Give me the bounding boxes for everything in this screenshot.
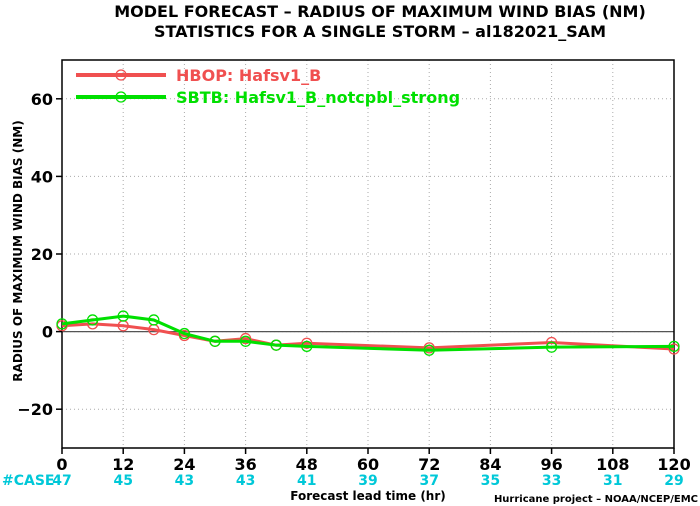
case-count: 29 <box>664 473 683 489</box>
case-count: 37 <box>419 473 438 489</box>
y-tick-label: 40 <box>31 167 53 186</box>
y-axis-label: RADIUS OF MAXIMUM WIND BIAS (NM) <box>11 120 25 381</box>
series-2-point <box>301 340 313 352</box>
x-tick-label: 60 <box>357 455 379 474</box>
chart-title: MODEL FORECAST – RADIUS OF MAXIMUM WIND … <box>114 2 646 21</box>
y-tick-label: 0 <box>42 323 53 342</box>
chart-subtitle: STATISTICS FOR A SINGLE STORM – al182021… <box>154 22 606 41</box>
x-tick-label: 0 <box>56 455 67 474</box>
x-tick-label: 108 <box>596 455 629 474</box>
series-1-point <box>668 343 680 355</box>
case-count: 45 <box>113 473 132 489</box>
series-1-point <box>301 337 313 349</box>
x-tick-label: 36 <box>234 455 256 474</box>
y-axis-ticks: −20 0 20 40 60 <box>17 90 62 419</box>
x-axis-label: Forecast lead time (hr) <box>290 489 446 503</box>
series-2-point <box>148 314 160 326</box>
series-2-point <box>209 335 221 347</box>
y-tick-label: −20 <box>17 400 53 419</box>
series-2-point <box>117 310 129 322</box>
case-count: 39 <box>358 473 377 489</box>
series-2-point <box>239 335 252 347</box>
legend-marker-1 <box>115 69 127 81</box>
x-tick-label: 120 <box>657 455 690 474</box>
series-2-point <box>56 318 68 330</box>
case-count: 33 <box>542 473 561 489</box>
x-axis-ticks: 0 12 24 36 48 60 72 84 96 108 120 <box>56 448 691 474</box>
series-2-point <box>86 314 99 326</box>
y-tick-label: 60 <box>31 90 53 109</box>
case-count: 43 <box>236 473 255 489</box>
series-group <box>56 310 680 356</box>
x-tick-label: 72 <box>418 455 440 474</box>
legend-label-1: HBOP: Hafsv1_B <box>176 66 321 85</box>
case-count: 41 <box>297 473 316 489</box>
case-count: 35 <box>481 473 500 489</box>
x-tick-label: 12 <box>112 455 134 474</box>
series-2-point <box>178 327 191 340</box>
case-count: 47 <box>52 473 71 489</box>
x-tick-label: 96 <box>540 455 562 474</box>
grid <box>62 60 674 448</box>
legend-label-2: SBTB: Hafsv1_B_notcpbl_strong <box>176 88 460 107</box>
series-2-point <box>270 339 282 351</box>
x-tick-label: 48 <box>296 455 318 474</box>
series-2-point <box>423 344 435 356</box>
case-count: 43 <box>175 473 194 489</box>
legend: HBOP: Hafsv1_B SBTB: Hafsv1_B_notcpbl_str… <box>76 66 460 107</box>
y-tick-label: 20 <box>31 245 53 264</box>
case-count: 31 <box>603 473 622 489</box>
x-tick-label: 24 <box>173 455 195 474</box>
case-counts: 47 45 43 43 41 39 37 35 33 31 29 <box>52 473 683 489</box>
case-label: #CASE <box>2 473 55 489</box>
legend-marker-2 <box>115 91 127 103</box>
series-2-point <box>668 340 680 352</box>
series-2-point <box>545 341 558 353</box>
series-1-point <box>239 332 252 345</box>
credit-text: Hurricane project – NOAA/NCEP/EMC <box>494 494 698 505</box>
x-tick-label: 84 <box>479 455 501 474</box>
